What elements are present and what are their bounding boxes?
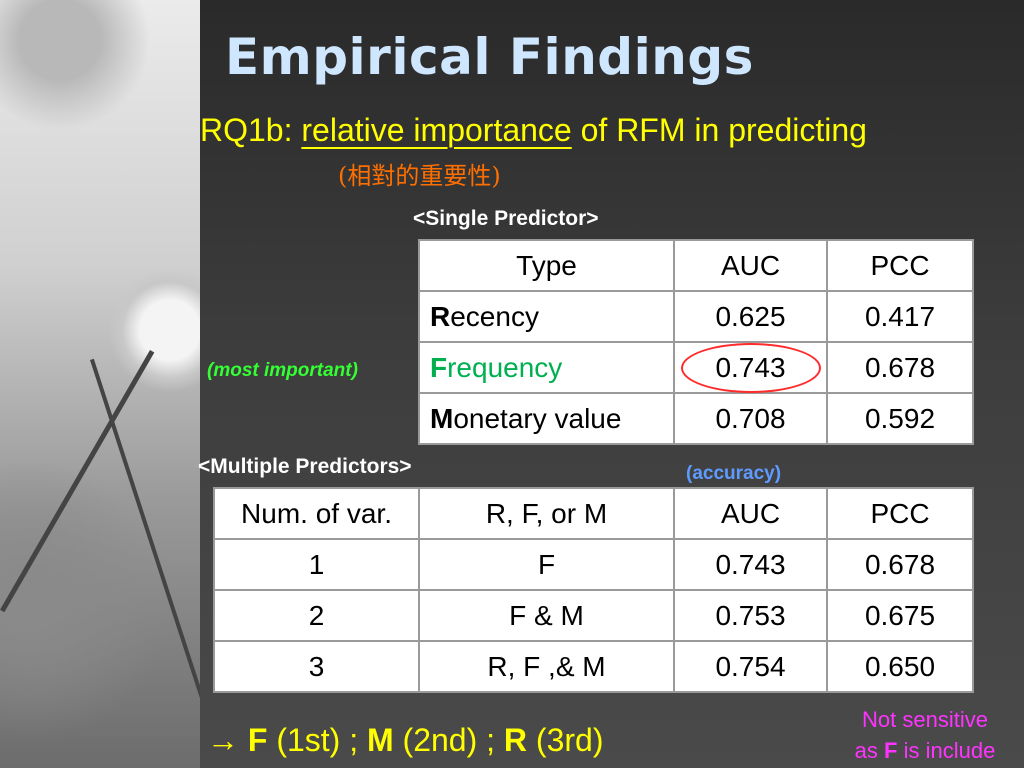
side-note-line2: as F is include — [835, 735, 1015, 766]
side-note-pre: as — [854, 738, 885, 763]
type-rest: requency — [447, 351, 563, 383]
table-header: Type — [418, 239, 675, 292]
table-row: 1 F 0.743 0.678 — [213, 538, 974, 591]
table-cell: 1 — [213, 538, 420, 591]
table-header: PCC — [826, 239, 974, 292]
table-row: 3 R, F ,& M 0.754 0.650 — [213, 640, 974, 693]
slide-title: Empirical Findings — [225, 28, 754, 86]
table-cell: 0.678 — [826, 538, 974, 591]
arrow-icon: → — [207, 722, 239, 758]
table-header: PCC — [826, 487, 974, 540]
table-cell: R, F ,& M — [418, 640, 675, 693]
side-note-line1: Not sensitive — [862, 707, 988, 732]
type-initial: F — [430, 351, 448, 383]
single-predictor-table: Type AUC PCC Recency 0.625 0.417 Frequen… — [418, 239, 974, 445]
type-initial: M — [430, 402, 454, 434]
side-note: Not sensitive as F is include — [835, 704, 1015, 766]
type-rest: onetary value — [453, 402, 622, 434]
table-cell: 0.753 — [673, 589, 828, 642]
table-cell: 0.650 — [826, 640, 974, 693]
rank-first-text: (1st) ; — [267, 722, 367, 758]
multiple-predictors-label: <Multiple Predictors> — [198, 455, 412, 478]
ranking-summary: → F (1st) ; M (2nd) ; R (3rd) — [207, 722, 603, 759]
table-row: 2 F & M 0.753 0.675 — [213, 589, 974, 642]
rank-second-letter: M — [367, 722, 394, 758]
most-important-note: (most important) — [207, 360, 358, 381]
table-header-row: Num. of var. R, F, or M AUC PCC — [213, 487, 974, 540]
chinese-note: (相對的重要性) — [338, 162, 501, 190]
single-predictor-label: <Single Predictor> — [413, 207, 599, 230]
table-cell: 0.675 — [826, 589, 974, 642]
table-cell: 0.678 — [826, 341, 974, 394]
table-cell: 3 — [213, 640, 420, 693]
table-row: Monetary value 0.708 0.592 — [418, 392, 974, 445]
rq-underlined: relative importance — [301, 112, 572, 148]
table-header: AUC — [673, 487, 828, 540]
table-cell: 0.708 — [673, 392, 828, 445]
side-note-post: is include — [897, 738, 996, 763]
table-cell: 0.417 — [826, 290, 974, 343]
background-photo — [0, 0, 206, 768]
rq-suffix: of RFM in predicting — [571, 112, 867, 148]
side-note-bold: F — [884, 738, 898, 763]
accuracy-note: (accuracy) — [686, 463, 782, 484]
research-question: RQ1b: relative importance of RFM in pred… — [200, 112, 867, 149]
table-cell: Recency — [418, 290, 675, 343]
table-cell: 0.754 — [673, 640, 828, 693]
table-row: Recency 0.625 0.417 — [418, 290, 974, 343]
rank-first-letter: F — [247, 722, 268, 758]
table-cell: 2 — [213, 589, 420, 642]
pin-stem — [90, 358, 206, 703]
table-cell: Frequency — [418, 341, 675, 394]
table-cell: Monetary value — [418, 392, 675, 445]
type-rest: ecency — [450, 300, 539, 332]
table-header-row: Type AUC PCC — [418, 239, 974, 292]
highlight-circle — [681, 343, 821, 393]
table-cell: 0.592 — [826, 392, 974, 445]
table-header: AUC — [673, 239, 828, 292]
multiple-predictors-table: Num. of var. R, F, or M AUC PCC 1 F 0.74… — [213, 487, 974, 693]
table-header: R, F, or M — [418, 487, 675, 540]
rq-prefix: RQ1b: — [200, 112, 302, 148]
rank-third-letter: R — [503, 722, 528, 758]
rank-second-text: (2nd) ; — [393, 722, 504, 758]
table-header: Num. of var. — [213, 487, 420, 540]
type-initial: R — [430, 300, 451, 332]
table-cell: 0.743 — [673, 538, 828, 591]
table-cell: F & M — [418, 589, 675, 642]
rank-third-text: (3rd) — [527, 722, 604, 758]
table-cell: F — [418, 538, 675, 591]
table-cell: 0.625 — [673, 290, 828, 343]
